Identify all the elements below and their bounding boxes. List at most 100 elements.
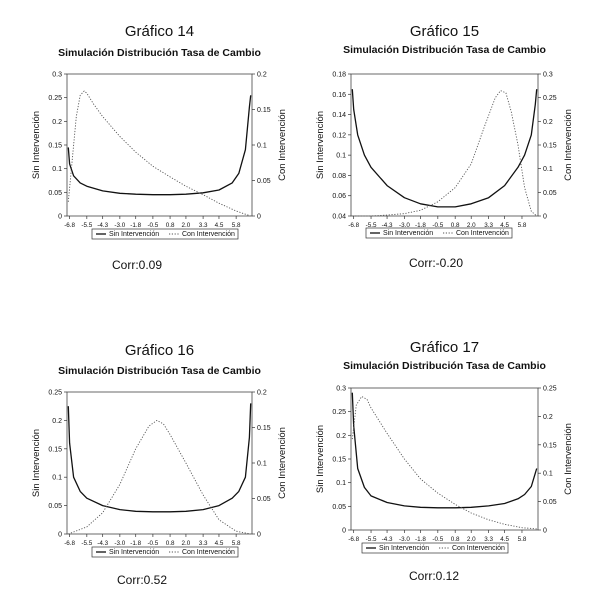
left-tick-label: 0.15	[48, 143, 62, 150]
left-tick-label: 0.15	[332, 457, 346, 464]
x-tick-label: 3.3	[199, 222, 208, 229]
right-tick-label: 0.05	[543, 499, 557, 506]
right-tick-label: 0.05	[257, 178, 271, 185]
x-tick-label: 4.5	[500, 222, 509, 229]
chart-title: Gráfico 17	[410, 339, 479, 356]
x-tick-label: 5.8	[232, 222, 241, 229]
chart-panel-1: Gráfico 14 Simulación Distribución Tasa d…	[31, 23, 288, 272]
y-axis-label-left: Sin Intervención	[31, 111, 42, 179]
left-tick-label: 0.3	[336, 386, 346, 393]
chart-panel-3: Gráfico 16 Simulación Distribución Tasa d…	[31, 342, 288, 587]
right-tick-label: 0.1	[543, 471, 553, 478]
left-tick-label: 0.25	[332, 409, 346, 416]
y-axis-label-right: Con Intervención	[277, 109, 288, 181]
left-tick-label: 0.12	[332, 132, 346, 139]
y-axis-label-right: Con Intervención	[563, 423, 574, 495]
legend-label: Con Intervención	[182, 231, 235, 238]
right-tick-label: 0.15	[543, 143, 557, 150]
right-tick-label: 0	[543, 214, 547, 221]
left-tick-label: 0.15	[48, 446, 62, 453]
chart-panel-2: Gráfico 15 Simulación Distribución Tasa d…	[315, 23, 574, 270]
legend: Sin Intervención Con Intervención	[91, 546, 239, 558]
x-tick-label: -3.0	[114, 540, 125, 547]
right-tick-label: 0.1	[543, 166, 553, 173]
right-tick-label: 0.1	[257, 143, 267, 150]
series-line-con-intervencion	[351, 396, 537, 530]
legend-box	[365, 227, 513, 239]
chart-subtitle: Simulación Distribución Tasa de Cambio	[343, 360, 546, 372]
correlation-annotation: Corr:0.52	[117, 573, 167, 587]
left-tick-label: 0.2	[336, 433, 346, 440]
x-tick-label: 0.8	[451, 536, 460, 543]
x-tick-label: -6.8	[348, 222, 359, 229]
legend-label: Sin Intervención	[109, 231, 159, 238]
left-tick-label: 0.2	[52, 418, 62, 425]
series-line-con-intervencion	[352, 90, 537, 217]
x-tick-label: -3.0	[399, 222, 410, 229]
x-tick-label: 5.8	[518, 536, 527, 543]
y-axis-label-right: Con Intervención	[277, 427, 288, 499]
left-tick-label: 0.1	[52, 475, 62, 482]
plot-frame	[350, 387, 539, 531]
x-tick-label: -1.8	[415, 222, 426, 229]
left-tick-label: 0.3	[52, 72, 62, 79]
left-tick-label: 0.05	[48, 503, 62, 510]
right-tick-label: 0.2	[543, 119, 553, 126]
x-tick-label: -0.5	[432, 222, 443, 229]
right-tick-label: 0.2	[257, 72, 267, 79]
left-tick-label: 0.16	[332, 92, 346, 99]
right-tick-label: 0	[543, 528, 547, 535]
left-tick-label: 0.1	[336, 480, 346, 487]
x-tick-label: 5.8	[518, 222, 527, 229]
chart-subtitle: Simulación Distribución Tasa de Cambio	[58, 47, 261, 59]
left-tick-label: 0	[58, 214, 62, 221]
chart-subtitle: Simulación Distribución Tasa de Cambio	[343, 44, 546, 56]
left-tick-label: 0.1	[52, 166, 62, 173]
y-axis-label-left: Sin Intervención	[315, 425, 326, 493]
right-tick-label: 0.15	[543, 442, 557, 449]
right-tick-label: 0.15	[257, 425, 271, 432]
right-tick-label: 0.05	[543, 190, 557, 197]
x-tick-label: 2.0	[467, 536, 476, 543]
x-tick-label: -4.3	[97, 540, 108, 547]
left-tick-label: 0	[58, 532, 62, 539]
chart-subtitle: Simulación Distribución Tasa de Cambio	[58, 365, 261, 377]
x-tick-label: 3.3	[484, 536, 493, 543]
left-tick-label: 0.06	[332, 193, 346, 200]
x-tick-label: 0.8	[166, 222, 175, 229]
plot-frame	[350, 73, 539, 217]
x-tick-label: -5.5	[366, 222, 377, 229]
left-tick-label: 0.05	[332, 504, 346, 511]
x-tick-label: -6.8	[348, 536, 359, 543]
legend-label: Con Intervención	[456, 230, 509, 237]
x-tick-label: 0.8	[451, 222, 460, 229]
right-tick-label: 0.2	[257, 390, 267, 397]
legend-label: Sin Intervención	[109, 549, 159, 556]
left-tick-label: 0.08	[332, 173, 346, 180]
x-tick-label: 2.0	[182, 540, 191, 547]
series-line-sin-intervencion	[351, 392, 538, 509]
x-tick-label: 4.5	[215, 222, 224, 229]
legend-label: Con Intervención	[452, 545, 505, 552]
chart-panel-4: Gráfico 17 Simulación Distribución Tasa d…	[315, 339, 574, 583]
y-axis-label-left: Sin Intervención	[315, 111, 326, 179]
chart-title: Gráfico 14	[125, 23, 194, 40]
series-line-sin-intervencion	[67, 403, 252, 513]
x-tick-label: 5.8	[232, 540, 241, 547]
left-tick-label: 0	[342, 528, 346, 535]
x-tick-label: 2.0	[467, 222, 476, 229]
x-tick-label: -4.3	[97, 222, 108, 229]
right-tick-label: 0.2	[543, 414, 553, 421]
x-tick-label: -6.8	[64, 222, 75, 229]
legend-box	[91, 228, 239, 240]
series-line-con-intervencion	[67, 90, 251, 217]
legend-label: Con Intervención	[182, 549, 235, 556]
x-tick-label: -6.8	[64, 540, 75, 547]
chart-title: Gráfico 15	[410, 23, 479, 40]
x-tick-label: 4.5	[215, 540, 224, 547]
series-line-sin-intervencion	[67, 95, 252, 196]
y-axis-label-right: Con Intervención	[563, 109, 574, 181]
legend: Sin Intervención Con Intervención	[365, 227, 513, 239]
plot-frame	[66, 391, 253, 535]
